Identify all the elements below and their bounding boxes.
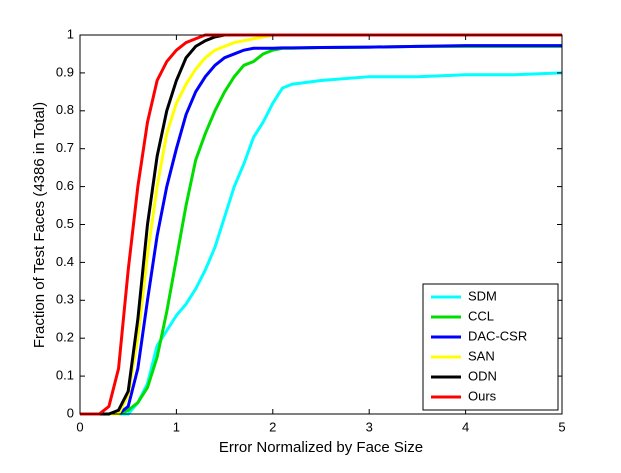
x-tick-label: 1 xyxy=(173,419,180,434)
y-tick-label: 0.2 xyxy=(56,330,74,345)
y-tick-label: 0.6 xyxy=(56,178,74,193)
legend-label: SDM xyxy=(468,288,497,303)
y-tick-label: 0.5 xyxy=(56,216,74,231)
series-line xyxy=(80,44,562,416)
x-axis-label: Error Normalized by Face Size xyxy=(219,439,423,456)
x-tick-label: 4 xyxy=(462,419,469,434)
legend-label: Ours xyxy=(468,388,497,403)
y-tick-label: 0 xyxy=(67,405,74,420)
y-tick-label: 0.3 xyxy=(56,292,74,307)
legend-label: SAN xyxy=(468,348,495,363)
x-tick-label: 3 xyxy=(366,419,373,434)
y-tick-label: 0.4 xyxy=(56,254,74,269)
legend-box xyxy=(422,283,559,411)
y-tick-label: 0.8 xyxy=(56,102,74,117)
y-axis-label: Fraction of Test Faces (4386 in Total) xyxy=(31,102,48,348)
legend-label: CCL xyxy=(468,308,494,323)
legend-label: DAC-CSR xyxy=(468,328,527,343)
y-tick-label: 0.9 xyxy=(56,64,74,79)
x-tick-label: 0 xyxy=(76,419,83,434)
y-tick-label: 1 xyxy=(67,26,74,41)
y-tick-label: 0.1 xyxy=(56,368,74,383)
legend-label: ODN xyxy=(468,368,497,383)
x-tick-label: 5 xyxy=(558,419,565,434)
y-tick-label: 0.7 xyxy=(56,140,74,155)
x-tick-label: 2 xyxy=(269,419,276,434)
